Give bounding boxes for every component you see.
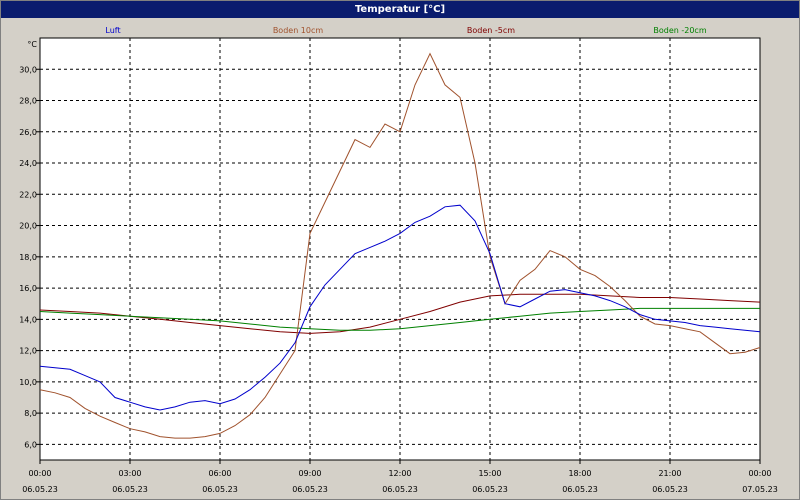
legend-entry: Boden 10cm bbox=[273, 26, 324, 35]
series-line-luft bbox=[39, 204, 761, 411]
y-tick-label: 22,0 bbox=[19, 190, 37, 199]
y-tick-label: 12,0 bbox=[19, 347, 37, 356]
x-tick-time: 00:00 bbox=[28, 469, 51, 478]
x-tick-date: 06.05.23 bbox=[202, 485, 238, 494]
series-line-boden-5cm bbox=[39, 293, 761, 334]
y-tick-label: 26,0 bbox=[19, 128, 37, 137]
y-tick-label: 14,0 bbox=[19, 315, 37, 324]
title-bar: Temperatur [°C] bbox=[1, 1, 799, 18]
y-tick-label: 20,0 bbox=[19, 222, 37, 231]
x-tick-time: 12:00 bbox=[388, 469, 411, 478]
series-line-boden-20cm bbox=[39, 307, 760, 331]
x-tick-date: 06.05.23 bbox=[22, 485, 58, 494]
x-tick-date: 06.05.23 bbox=[112, 485, 148, 494]
x-tick-time: 00:00 bbox=[748, 469, 771, 478]
x-tick-date: 06.05.23 bbox=[472, 485, 508, 494]
y-tick-label: 24,0 bbox=[19, 159, 37, 168]
y-tick-label: 8,0 bbox=[24, 409, 37, 418]
y-tick-label: 6,0 bbox=[24, 440, 37, 449]
x-tick-time: 18:00 bbox=[568, 469, 591, 478]
legend-entry: Luft bbox=[105, 26, 120, 35]
x-tick-date: 06.05.23 bbox=[382, 485, 418, 494]
x-tick-date: 07.05.23 bbox=[742, 485, 778, 494]
y-tick-label: 30,0 bbox=[19, 65, 37, 74]
chart-title: Temperatur [°C] bbox=[354, 4, 446, 15]
x-tick-time: 06:00 bbox=[208, 469, 231, 478]
series-line-boden-10cm bbox=[39, 52, 761, 439]
x-tick-time: 15:00 bbox=[478, 469, 501, 478]
x-tick-date: 06.05.23 bbox=[652, 485, 688, 494]
legend-entry: Boden -20cm bbox=[653, 26, 706, 35]
y-tick-label: 16,0 bbox=[19, 284, 37, 293]
plot-border bbox=[39, 37, 761, 461]
y-tick-label: 10,0 bbox=[19, 378, 37, 387]
y-tick-label: 28,0 bbox=[19, 97, 37, 106]
x-tick-time: 03:00 bbox=[118, 469, 141, 478]
y-axis-unit: °C bbox=[27, 40, 37, 49]
x-tick-date: 06.05.23 bbox=[292, 485, 328, 494]
y-tick-label: 18,0 bbox=[19, 253, 37, 262]
x-tick-time: 09:00 bbox=[298, 469, 321, 478]
legend-entry: Boden -5cm bbox=[467, 26, 515, 35]
x-tick-date: 06.05.23 bbox=[562, 485, 598, 494]
x-tick-time: 21:00 bbox=[658, 469, 681, 478]
